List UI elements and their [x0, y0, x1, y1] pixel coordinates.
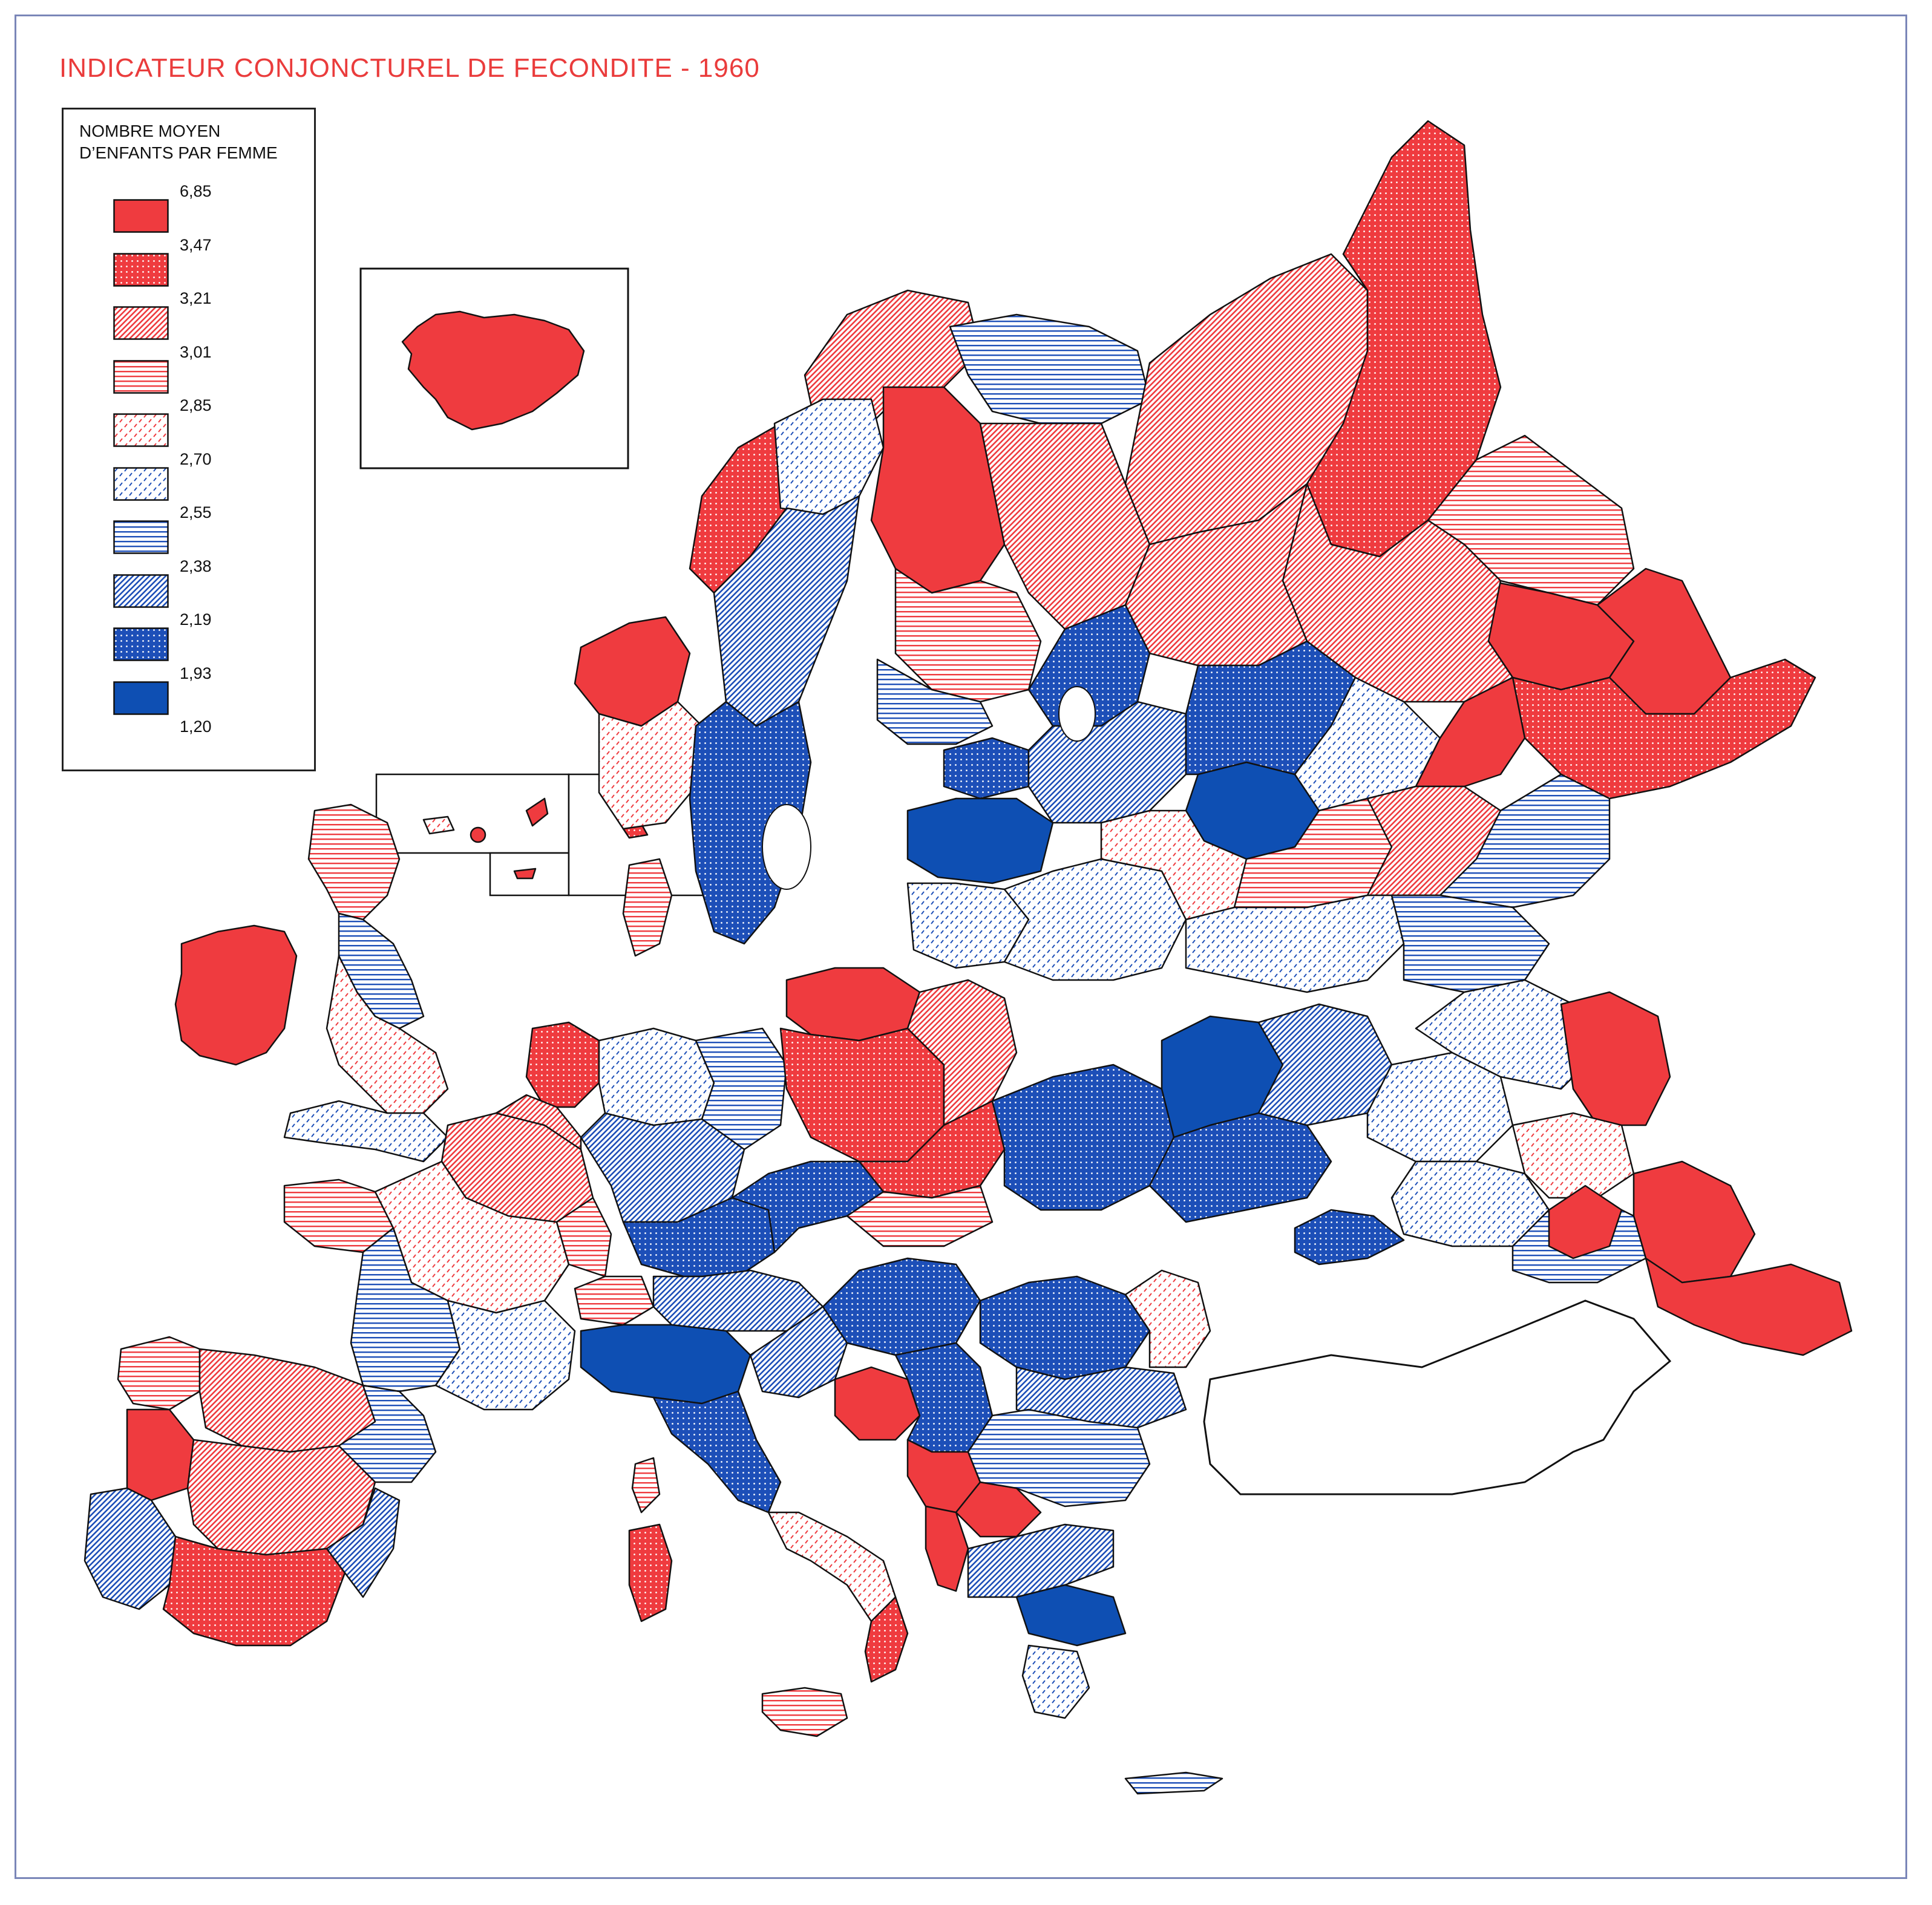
region-finland-south — [876, 658, 994, 745]
legend-bound-9: 1,93 — [180, 664, 212, 682]
region-ireland — [174, 924, 298, 1066]
landmass-anatolia — [1203, 1299, 1672, 1495]
region-slovakia — [846, 1184, 994, 1247]
region-saratov — [1390, 894, 1550, 993]
legend-swatch-c9 — [113, 627, 169, 661]
region-volgograd — [1415, 979, 1599, 1090]
region-southern-portugal — [84, 1487, 177, 1610]
region-northern-portugal — [126, 1408, 195, 1501]
water-feature-lakes — [762, 686, 1096, 890]
region-finland-central — [894, 567, 1042, 703]
region-greece-central — [1015, 1584, 1127, 1647]
legend-swatch-c10 — [113, 681, 169, 715]
region-valencia — [326, 1487, 401, 1598]
region-northern-spain — [198, 1348, 376, 1453]
region-sicily — [761, 1687, 848, 1737]
legend-box: NOMBRE MOYEN D’ENFANTS PAR FEMME 6,85 3,4… — [62, 108, 316, 771]
region-east-germany — [695, 1027, 788, 1151]
region-galicia — [117, 1336, 201, 1411]
legend-swatch-c8 — [113, 573, 169, 608]
region-west-germany — [580, 1112, 745, 1223]
legend-swatch-c2 — [113, 252, 169, 287]
region-sweden-north — [773, 398, 885, 515]
iceland-inset — [359, 267, 629, 469]
region-peloponnese — [1021, 1644, 1090, 1719]
region-slovenia-croatia — [749, 1305, 848, 1399]
region-bosnia — [834, 1366, 921, 1441]
region-madeira — [513, 868, 537, 880]
region-bulgaria — [967, 1408, 1151, 1508]
region-southern-england — [283, 1100, 449, 1163]
legend-swatch-c1 — [113, 199, 169, 233]
region-canary-east — [525, 797, 549, 827]
region-western-ukraine — [991, 1064, 1175, 1211]
map-title: INDICATEUR CONJONCTUREL DE FECONDITE - 1… — [59, 53, 760, 83]
legend-bound-6: 2,55 — [180, 503, 212, 521]
region-southern-ukraine — [1148, 1112, 1332, 1223]
region-england-midlands — [326, 955, 449, 1114]
region-northern-italy — [580, 1324, 752, 1405]
legend-swatch-c7 — [113, 520, 169, 554]
region-central-chernozem — [1185, 894, 1405, 993]
region-kuibyshev — [1439, 773, 1611, 909]
legend-bound-2: 3,21 — [180, 289, 212, 307]
region-kola — [949, 313, 1151, 425]
region-kalmykia — [1511, 1112, 1635, 1199]
legend-title-line-2: D’ENFANTS PAR FEMME — [79, 143, 278, 162]
region-hungary — [822, 1257, 981, 1356]
legend-bound-3: 3,01 — [180, 342, 212, 361]
region-finland-north — [870, 386, 1006, 594]
region-scotland — [307, 803, 401, 921]
legend-title: NOMBRE MOYEN D’ENFANTS PAR FEMME — [79, 120, 309, 164]
region-belarus — [1003, 858, 1187, 981]
legend-bound-0: 6,85 — [180, 182, 212, 200]
region-central-poland — [779, 1027, 945, 1163]
region-greece-north — [967, 1523, 1115, 1598]
region-sardinia — [628, 1523, 673, 1622]
legend-bound-8: 2,19 — [180, 610, 212, 629]
legend-bound-1: 3,47 — [180, 235, 212, 254]
legend-swatch-c6 — [113, 466, 169, 501]
legend-bound-4: 2,85 — [180, 396, 212, 414]
region-calabria — [864, 1596, 909, 1683]
region-andalusia — [162, 1535, 346, 1647]
region-western-caucasus — [1548, 1184, 1623, 1260]
region-moldova — [1124, 1269, 1211, 1368]
region-latvia — [906, 797, 1054, 884]
region-crete — [1124, 1771, 1223, 1795]
map-frame — [15, 15, 1907, 1879]
legend-bound-10: 1,20 — [180, 717, 212, 736]
region-corsica — [631, 1457, 661, 1514]
region-southeast-france — [434, 1299, 576, 1411]
region-iceland — [401, 310, 585, 431]
region-transylvania — [979, 1275, 1151, 1381]
region-switzerland — [574, 1275, 655, 1326]
region-crimea — [1294, 1209, 1405, 1266]
region-catalonia — [338, 1384, 437, 1483]
legend-bound-7: 2,38 — [180, 557, 212, 575]
legend-swatch-c5 — [113, 413, 169, 447]
region-austria — [652, 1269, 824, 1332]
legend-swatch-c3 — [113, 306, 169, 340]
region-albania — [925, 1505, 969, 1592]
region-denmark — [622, 858, 673, 957]
legend-swatch-c4 — [113, 359, 169, 394]
region-central-italy — [652, 1390, 782, 1514]
region-gran-canaria — [470, 826, 486, 843]
region-estonia — [943, 737, 1030, 800]
legend-title-line-1: NOMBRE MOYEN — [79, 122, 221, 140]
region-transcaucasus — [1645, 1257, 1853, 1356]
region-vologda — [1124, 483, 1308, 667]
region-netherlands — [525, 1021, 600, 1108]
region-alsace-lorraine — [555, 1197, 612, 1278]
region-southern-italy — [767, 1511, 897, 1622]
region-astrakhan — [1560, 991, 1671, 1126]
region-canary-west — [422, 815, 455, 835]
regions-layer — [84, 120, 1853, 1795]
legend-bound-5: 2,70 — [180, 449, 212, 468]
